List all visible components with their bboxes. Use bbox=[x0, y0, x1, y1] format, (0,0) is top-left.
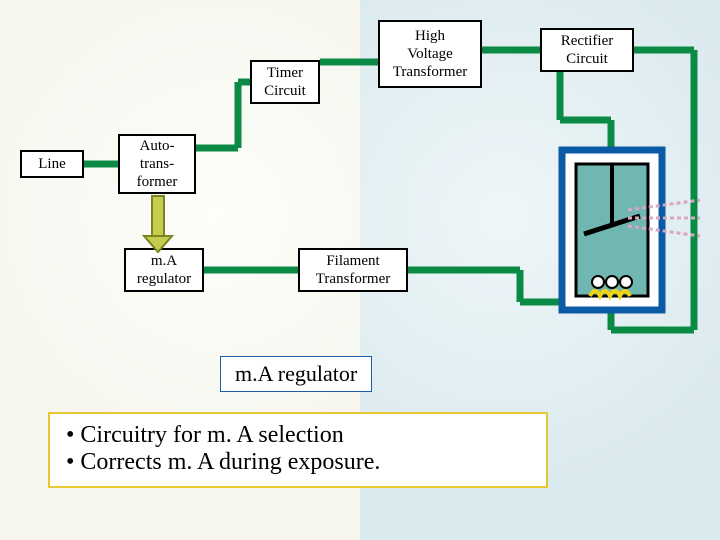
box-rectifier: Rectifier Circuit bbox=[540, 28, 634, 72]
bullets-box: • Circuitry for m. A selection • Correct… bbox=[48, 412, 548, 488]
bullet-1: • Circuitry for m. A selection bbox=[66, 422, 530, 449]
box-autotransformer: Auto- trans- former bbox=[118, 134, 196, 194]
box-filament-transformer: Filament Transformer bbox=[298, 248, 408, 292]
box-hvt: High Voltage Transformer bbox=[378, 20, 482, 88]
label-auto: Auto- trans- former bbox=[137, 137, 178, 191]
box-timer: Timer Circuit bbox=[250, 60, 320, 104]
label-line: Line bbox=[38, 155, 66, 173]
bullet-2: • Corrects m. A during exposure. bbox=[66, 449, 530, 476]
box-line: Line bbox=[20, 150, 84, 178]
label-timer: Timer Circuit bbox=[264, 64, 306, 100]
label-hvt: High Voltage Transformer bbox=[393, 27, 467, 81]
label-mareg: m.A regulator bbox=[137, 252, 191, 288]
box-ma-regulator: m.A regulator bbox=[124, 248, 204, 292]
heading-label: m.A regulator bbox=[235, 361, 357, 386]
label-rect: Rectifier Circuit bbox=[561, 32, 613, 68]
label-filtr: Filament Transformer bbox=[316, 252, 390, 288]
heading-ma-regulator: m.A regulator bbox=[220, 356, 372, 392]
